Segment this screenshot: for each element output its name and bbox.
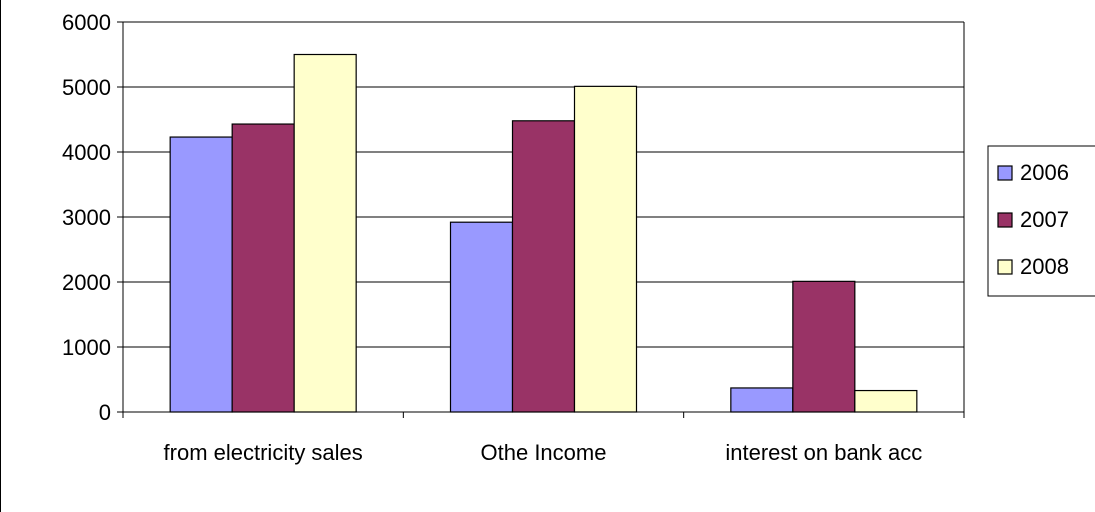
y-tick-label: 0 [99,400,111,425]
category-label: interest on bank acc [725,440,922,465]
legend-label-2006: 2006 [1020,160,1069,185]
bar-2007-2 [792,280,856,413]
y-tick-label: 2000 [62,270,111,295]
y-tick-label: 3000 [62,205,111,230]
legend-swatch-2008 [997,259,1013,275]
bar-2008-2 [854,389,918,413]
y-tick-label: 5000 [62,75,111,100]
bar-2007-1 [511,120,576,413]
category-labels: from electricity sales Othe Income interes… [164,440,923,465]
bars [169,53,918,413]
legend-swatch-2007 [997,212,1013,228]
y-tick-label: 6000 [62,10,111,35]
y-tick-label: 1000 [62,335,111,360]
legend-label-2008: 2008 [1020,254,1069,279]
category-label: from electricity sales [164,440,363,465]
axes [117,21,965,418]
legend-swatch-2006 [997,165,1013,181]
y-tick-labels: 0 1000 2000 3000 4000 5000 6000 [62,10,111,425]
y-tick-label: 4000 [62,140,111,165]
bar-2006-1 [449,221,514,413]
legend: 2006 2007 2008 [987,145,1095,297]
bar-2008-1 [573,85,638,413]
bar-2007-0 [231,123,295,413]
legend-label-2007: 2007 [1020,207,1069,232]
category-label: Othe Income [481,440,607,465]
bar-2008-0 [293,53,357,413]
bar-2006-2 [730,387,794,413]
bar-2006-0 [169,136,233,413]
